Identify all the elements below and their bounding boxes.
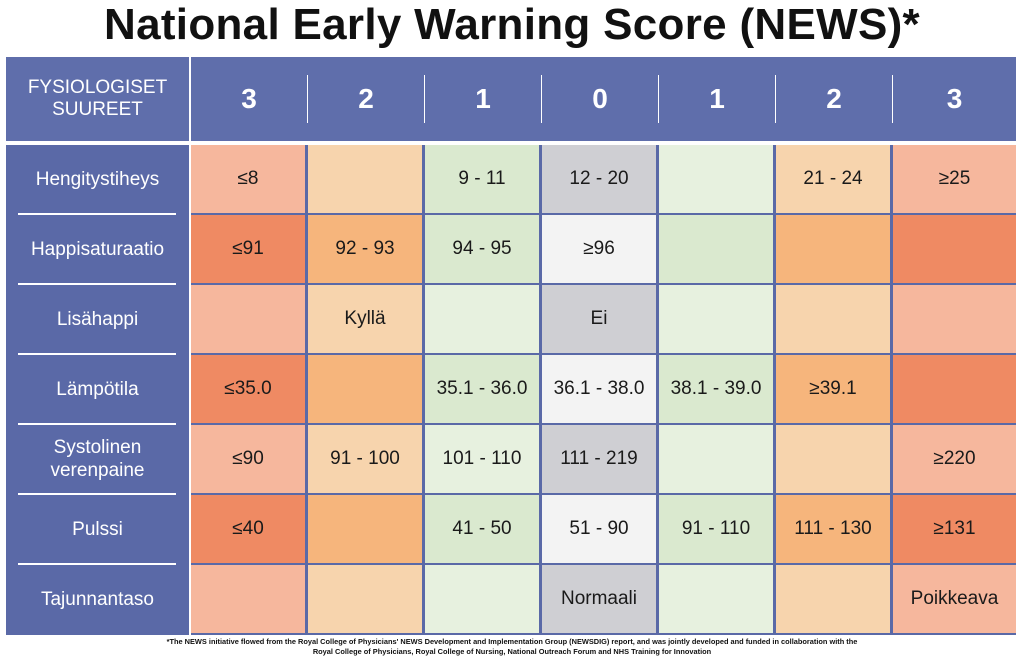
score-cell: Kyllä <box>308 285 422 353</box>
header-score-6: 2 <box>826 83 842 114</box>
score-cell <box>308 145 422 213</box>
row-label-separator <box>18 353 176 355</box>
score-cell <box>776 215 890 283</box>
score-cell: ≥39.1 <box>776 355 890 423</box>
score-cell: 9 - 11 <box>425 145 539 213</box>
row-label: Lisähappi <box>56 308 139 330</box>
score-cell: 21 - 24 <box>776 145 890 213</box>
row-label-separator <box>18 493 176 495</box>
header-separator <box>775 75 776 123</box>
header-separator <box>541 75 542 123</box>
score-cell: Normaali <box>542 565 656 633</box>
score-cell: 38.1 - 39.0 <box>659 355 773 423</box>
score-cell <box>308 355 422 423</box>
page-title: National Early Warning Score (NEWS)* <box>104 0 920 49</box>
score-cell: ≥220 <box>893 425 1016 493</box>
score-cell: 12 - 20 <box>542 145 656 213</box>
score-cell: ≤40 <box>191 495 305 563</box>
score-cell <box>776 425 890 493</box>
score-cell: ≤90 <box>191 425 305 493</box>
score-cell <box>776 565 890 633</box>
score-cell: ≥25 <box>893 145 1016 213</box>
score-cell <box>425 285 539 353</box>
score-cell: 41 - 50 <box>425 495 539 563</box>
footnote-line-2: Royal College of Physicians, Royal Colle… <box>312 647 712 656</box>
row-label-separator <box>18 283 176 285</box>
score-cell <box>659 145 773 213</box>
score-cell: 91 - 100 <box>308 425 422 493</box>
score-cell: 111 - 130 <box>776 495 890 563</box>
label-column-divider <box>189 57 191 635</box>
score-cell: 92 - 93 <box>308 215 422 283</box>
header-divider <box>6 141 1016 145</box>
score-cell: ≥131 <box>893 495 1016 563</box>
header-separator <box>892 75 893 123</box>
score-cell: 36.1 - 38.0 <box>542 355 656 423</box>
score-cell <box>659 425 773 493</box>
header-separator <box>307 75 308 123</box>
score-cell <box>308 565 422 633</box>
score-cell <box>425 565 539 633</box>
score-cell <box>776 285 890 353</box>
header-separator <box>424 75 425 123</box>
row-label: Systolinen verenpaine <box>50 437 145 481</box>
score-cell: Ei <box>542 285 656 353</box>
row-label: Hengitystiheys <box>35 168 160 190</box>
header-label: FYSIOLOGISET SUUREET <box>6 57 189 141</box>
score-cell: ≤91 <box>191 215 305 283</box>
score-cell: 91 - 110 <box>659 495 773 563</box>
footnote: *The NEWS initiative flowed from the Roy… <box>0 637 1024 659</box>
score-cell: ≥96 <box>542 215 656 283</box>
score-cell <box>659 565 773 633</box>
header-score-3: 1 <box>475 83 491 114</box>
header-score-7: 3 <box>946 83 963 114</box>
score-cell: 111 - 219 <box>542 425 656 493</box>
score-cell <box>893 355 1016 423</box>
row-label: Happisaturaatio <box>30 238 165 260</box>
score-cell: ≤35.0 <box>191 355 305 423</box>
score-cell <box>191 565 305 633</box>
row-label-separator <box>18 213 176 215</box>
row-label-separator <box>18 563 176 565</box>
score-cell: 35.1 - 36.0 <box>425 355 539 423</box>
header-score-2: 2 <box>358 83 374 114</box>
news-score-table: FYSIOLOGISET SUUREET 3 2 1 0 1 2 3 Hengitystihe… <box>6 57 1016 635</box>
score-cell <box>659 215 773 283</box>
header-score-4: 0 <box>592 83 608 114</box>
row-label-separator <box>18 423 176 425</box>
row-label: Tajunnantaso <box>40 588 155 610</box>
score-cell <box>659 285 773 353</box>
score-cell: 51 - 90 <box>542 495 656 563</box>
row-label: Pulssi <box>72 518 123 540</box>
score-cell: 101 - 110 <box>425 425 539 493</box>
score-cell <box>191 285 305 353</box>
row-label: Lämpötila <box>56 378 139 400</box>
header-separator <box>658 75 659 123</box>
score-cell: 94 - 95 <box>425 215 539 283</box>
score-cell <box>308 495 422 563</box>
footnote-line-1: *The NEWS initiative flowed from the Roy… <box>166 637 858 646</box>
score-cell <box>893 215 1016 283</box>
header-score-band <box>190 57 1016 141</box>
score-cell: ≤8 <box>191 145 305 213</box>
header-score-5: 1 <box>709 83 725 114</box>
header-score-1: 3 <box>241 83 257 114</box>
score-cell <box>893 285 1016 353</box>
score-cell: Poikkeava <box>893 565 1016 633</box>
